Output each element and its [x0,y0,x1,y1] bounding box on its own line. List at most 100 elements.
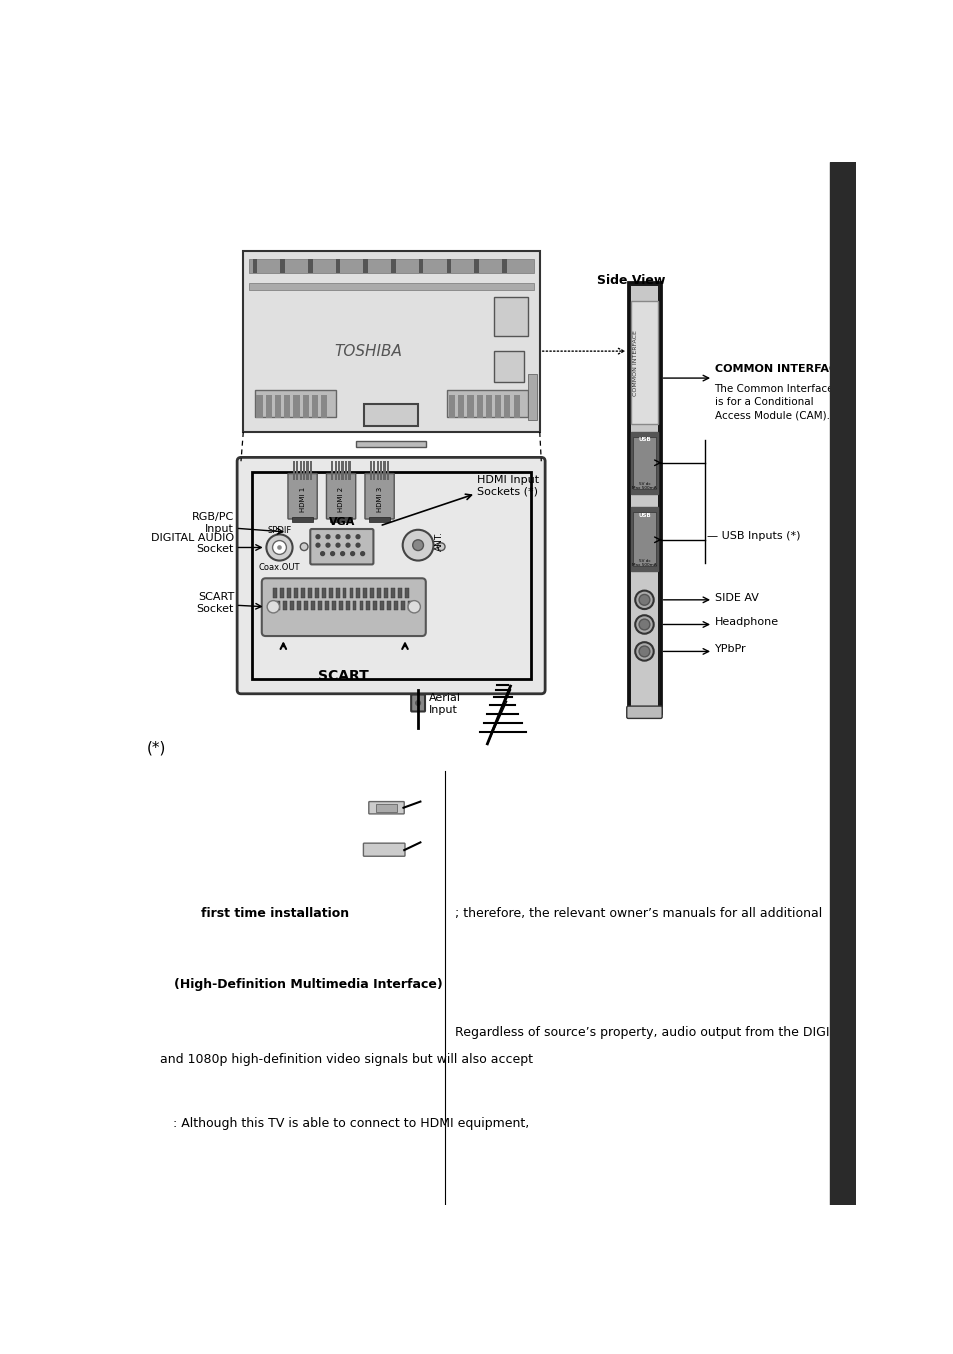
Text: 5V dc
Max 500mA: 5V dc Max 500mA [632,559,656,567]
Bar [391,259,395,272]
Bar [274,588,277,597]
Bar [363,259,368,272]
Bar [495,395,500,418]
Text: COMMON INTERFACE: COMMON INTERFACE [714,364,843,374]
Text: HDMI 1: HDMI 1 [299,487,305,512]
Circle shape [326,535,330,539]
Text: SIDE AV: SIDE AV [714,593,758,603]
Circle shape [335,535,339,539]
Bar [369,517,390,523]
Circle shape [326,543,330,547]
Text: HDMI 2: HDMI 2 [337,487,344,512]
Bar [254,390,335,417]
Circle shape [266,535,293,561]
Bar [373,601,376,609]
Bar [631,432,657,494]
Bar [330,517,352,523]
Text: RGB/PC
Input: RGB/PC Input [192,512,233,533]
Circle shape [346,543,350,547]
Bar [447,390,528,417]
Circle shape [315,535,319,539]
Bar [628,282,659,714]
Circle shape [320,551,324,555]
Circle shape [635,642,653,661]
Bar [280,259,285,272]
Bar [394,601,397,609]
Circle shape [436,543,444,551]
Bar [294,588,297,597]
Bar [501,259,506,272]
Text: (*): (*) [146,741,166,756]
Bar [252,473,530,680]
Text: ; therefore, the relevant owner’s manuals for all additional: ; therefore, the relevant owner’s manual… [455,907,821,919]
Text: ANT.: ANT. [435,531,443,551]
Bar [446,259,451,272]
Bar [353,601,356,609]
Circle shape [277,546,281,550]
Bar [380,601,384,609]
Bar [356,588,360,597]
Text: The Common Interface
is for a Conditional
Access Module (CAM).: The Common Interface is for a Conditiona… [714,385,833,421]
Bar [383,462,385,481]
Text: and 1080p high-definition video signals but will also accept: and 1080p high-definition video signals … [160,1053,533,1066]
Bar [337,462,340,481]
Bar [301,588,305,597]
Text: Coax.OUT: Coax.OUT [258,563,300,571]
Bar [253,259,257,272]
Bar [829,162,855,1205]
Bar [297,601,301,609]
Bar [243,250,539,432]
Bar [493,298,528,336]
Text: first time installation: first time installation [201,907,349,919]
Bar [384,588,388,597]
Text: : Although this TV is able to connect to HDMI equipment,: : Although this TV is able to connect to… [173,1117,529,1131]
Text: USB: USB [638,437,650,443]
FancyBboxPatch shape [363,844,405,856]
Circle shape [335,543,339,547]
Bar [457,395,464,418]
Text: Side View: Side View [597,274,665,287]
Circle shape [340,551,344,555]
Bar [348,462,351,481]
Bar [397,588,401,597]
Bar [418,259,423,272]
Circle shape [639,594,649,605]
Bar [369,462,372,481]
Circle shape [351,551,355,555]
Circle shape [639,646,649,657]
Bar [467,395,473,418]
Bar [325,601,329,609]
Text: HDMI Input
Sockets (*): HDMI Input Sockets (*) [476,475,539,497]
FancyBboxPatch shape [261,578,425,636]
Bar [299,462,301,481]
Bar [335,588,339,597]
Bar [363,588,367,597]
Bar [283,601,287,609]
Circle shape [346,535,350,539]
Bar [276,601,280,609]
Circle shape [273,540,286,554]
Bar [375,804,396,811]
Text: VGA: VGA [329,517,355,527]
Bar [331,462,333,481]
Bar [280,588,284,597]
Bar [376,462,378,481]
FancyBboxPatch shape [365,474,394,519]
Text: USB: USB [638,513,650,517]
Bar [335,462,336,481]
Bar [342,588,346,597]
Text: Headphone: Headphone [714,617,778,627]
Bar [311,601,314,609]
Bar [304,601,308,609]
Bar [292,517,313,523]
Bar [321,588,325,597]
Circle shape [300,543,308,551]
Bar [631,301,657,424]
Circle shape [635,590,653,609]
Bar [632,512,656,566]
Bar [256,395,262,418]
Bar [308,588,312,597]
Bar [345,601,349,609]
Bar [359,601,363,609]
Circle shape [402,529,433,561]
